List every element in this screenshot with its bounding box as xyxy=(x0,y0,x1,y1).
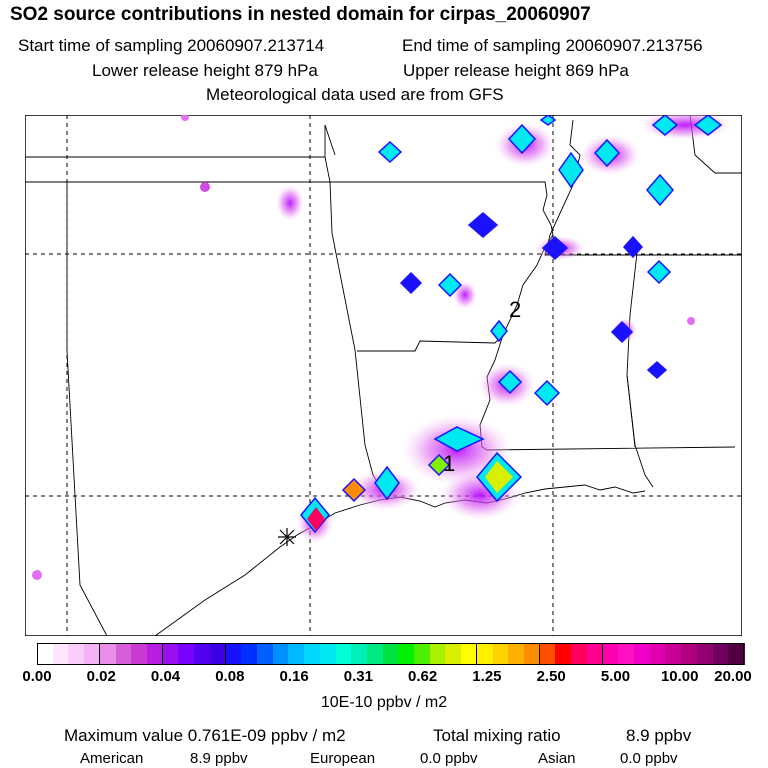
colorbar-tick-label: 0.04 xyxy=(150,668,181,685)
lower-release-label: Lower release height 879 hPa xyxy=(92,61,318,80)
chart-title: SO2 source contributions in nested domai… xyxy=(10,4,591,25)
colorbar-cell xyxy=(524,643,541,665)
colorbar-cell xyxy=(429,643,447,665)
colorbar-tick-label: 0.08 xyxy=(215,668,245,685)
american-label: American xyxy=(80,750,144,767)
start-time-label: Start time of sampling 20060907.213714 xyxy=(18,36,325,55)
colorbar-cell xyxy=(241,643,258,665)
total-mixing-ratio-label: Total mixing ratio xyxy=(433,726,561,745)
upper-release-label: Upper release height 869 hPa xyxy=(403,61,629,80)
colorbar-cell xyxy=(571,643,588,665)
asian-value: 0.0 ppbv xyxy=(620,750,678,767)
colorbar-cell xyxy=(225,643,242,665)
concentration-cells xyxy=(300,115,723,534)
source-location-star xyxy=(278,528,296,546)
colorbar-cell xyxy=(178,643,195,665)
asian-label: Asian xyxy=(538,750,576,767)
colorbar-cell xyxy=(84,643,101,665)
colorbar-cell xyxy=(476,643,494,665)
colorbar-cell xyxy=(602,643,619,665)
marker-2: 2 xyxy=(509,297,521,322)
colorbar-cell xyxy=(256,643,274,665)
colorbar-cell xyxy=(99,643,117,665)
met-data-label: Meteorological data used are from GFS xyxy=(206,85,504,104)
colorbar-cell xyxy=(351,643,368,665)
colorbar-cell xyxy=(445,643,462,665)
map-frame xyxy=(25,115,742,636)
colorbar-cell xyxy=(508,643,525,665)
map-panel: 1 2 xyxy=(25,115,742,636)
colorbar-tick-label: 20.00 xyxy=(714,668,752,685)
colorbar-cell xyxy=(414,643,431,665)
colorbar-cell xyxy=(665,643,682,665)
colorbar-unit: 10E-10 ppbv / m2 xyxy=(320,694,448,711)
colorbar-cell xyxy=(162,643,179,665)
colorbar-cell xyxy=(304,643,321,665)
colorbar-cell xyxy=(194,643,211,665)
colorbar-tick-label: 0.00 xyxy=(22,668,52,685)
end-time-label: End time of sampling 20060907.213756 xyxy=(402,36,703,55)
colorbar-cell xyxy=(146,643,164,665)
colorbar-tick-label: 0.62 xyxy=(408,668,438,685)
colorbar-cell xyxy=(288,643,305,665)
colorbar-tick-label: 0.02 xyxy=(86,668,116,685)
colorbar-tick-label: 0.31 xyxy=(343,668,373,685)
colorbar-cell xyxy=(555,643,572,665)
colorbar-tick-label: 10.00 xyxy=(660,668,699,685)
colorbar-cell xyxy=(115,643,132,665)
colorbar-cell xyxy=(335,643,352,665)
colorbar-cell xyxy=(728,643,745,665)
graticule xyxy=(25,115,742,636)
colorbar-tick-label: 0.16 xyxy=(279,668,309,685)
colorbar-cell xyxy=(366,643,384,665)
colorbar-cell xyxy=(618,643,635,665)
colorbar-cell xyxy=(681,643,698,665)
colorbar-tick-label: 1.25 xyxy=(472,668,502,685)
european-value: 0.0 ppbv xyxy=(420,750,478,767)
colorbar-cell xyxy=(492,643,509,665)
total-mixing-ratio-value: 8.9 ppbv xyxy=(626,726,692,745)
european-label: European xyxy=(310,750,376,767)
colorbar-cell xyxy=(37,643,54,665)
colorbar-cell xyxy=(272,643,289,665)
colorbar-cell xyxy=(461,643,478,665)
marker-1: 1 xyxy=(443,451,455,476)
colorbar-cell xyxy=(382,643,399,665)
colorbar-cell xyxy=(634,643,651,665)
colorbar-tick-label: 2.50 xyxy=(536,668,566,685)
american-value: 8.9 ppbv xyxy=(190,750,248,767)
colorbar-cell xyxy=(319,643,337,665)
colorbar-cell xyxy=(696,643,714,665)
maximum-value-label: Maximum value 0.761E-09 ppbv / m2 xyxy=(64,726,346,745)
colorbar-tick-label: 5.00 xyxy=(600,668,631,685)
colorbar-cell xyxy=(586,643,604,665)
colorbar-cell xyxy=(68,643,85,665)
colorbar-cell xyxy=(649,643,667,665)
colorbar-cell xyxy=(209,643,227,665)
colorbar-cell xyxy=(52,643,69,665)
colorbar-cell xyxy=(539,643,557,665)
colorbar-cell xyxy=(131,643,148,665)
colorbar-cell xyxy=(712,643,729,665)
colorbar-cell xyxy=(398,643,415,665)
